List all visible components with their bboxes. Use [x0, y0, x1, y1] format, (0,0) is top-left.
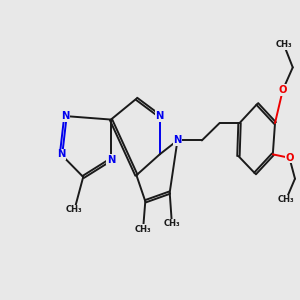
- Text: CH₃: CH₃: [164, 219, 180, 228]
- Text: N: N: [173, 135, 181, 146]
- Text: CH₃: CH₃: [276, 40, 292, 49]
- Text: O: O: [278, 85, 287, 95]
- Text: O: O: [285, 153, 294, 163]
- Text: N: N: [155, 111, 164, 121]
- Text: CH₃: CH₃: [278, 195, 294, 204]
- Text: N: N: [107, 154, 115, 165]
- Text: N: N: [61, 111, 70, 121]
- Text: CH₃: CH₃: [66, 206, 83, 214]
- Text: CH₃: CH₃: [135, 225, 152, 234]
- Text: N: N: [57, 149, 65, 159]
